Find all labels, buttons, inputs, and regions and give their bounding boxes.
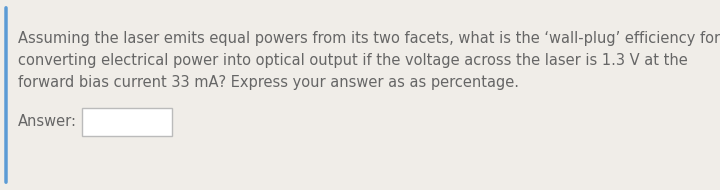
Text: forward bias current 33 mA? Express your answer as as percentage.: forward bias current 33 mA? Express your…: [18, 74, 519, 89]
Text: Assuming the laser emits equal powers from its two facets, what is the ‘wall-plu: Assuming the laser emits equal powers fr…: [18, 31, 720, 45]
Text: converting electrical power into optical output if the voltage across the laser : converting electrical power into optical…: [18, 52, 688, 67]
Text: Answer:: Answer:: [18, 115, 77, 130]
Bar: [82, 108, 172, 136]
